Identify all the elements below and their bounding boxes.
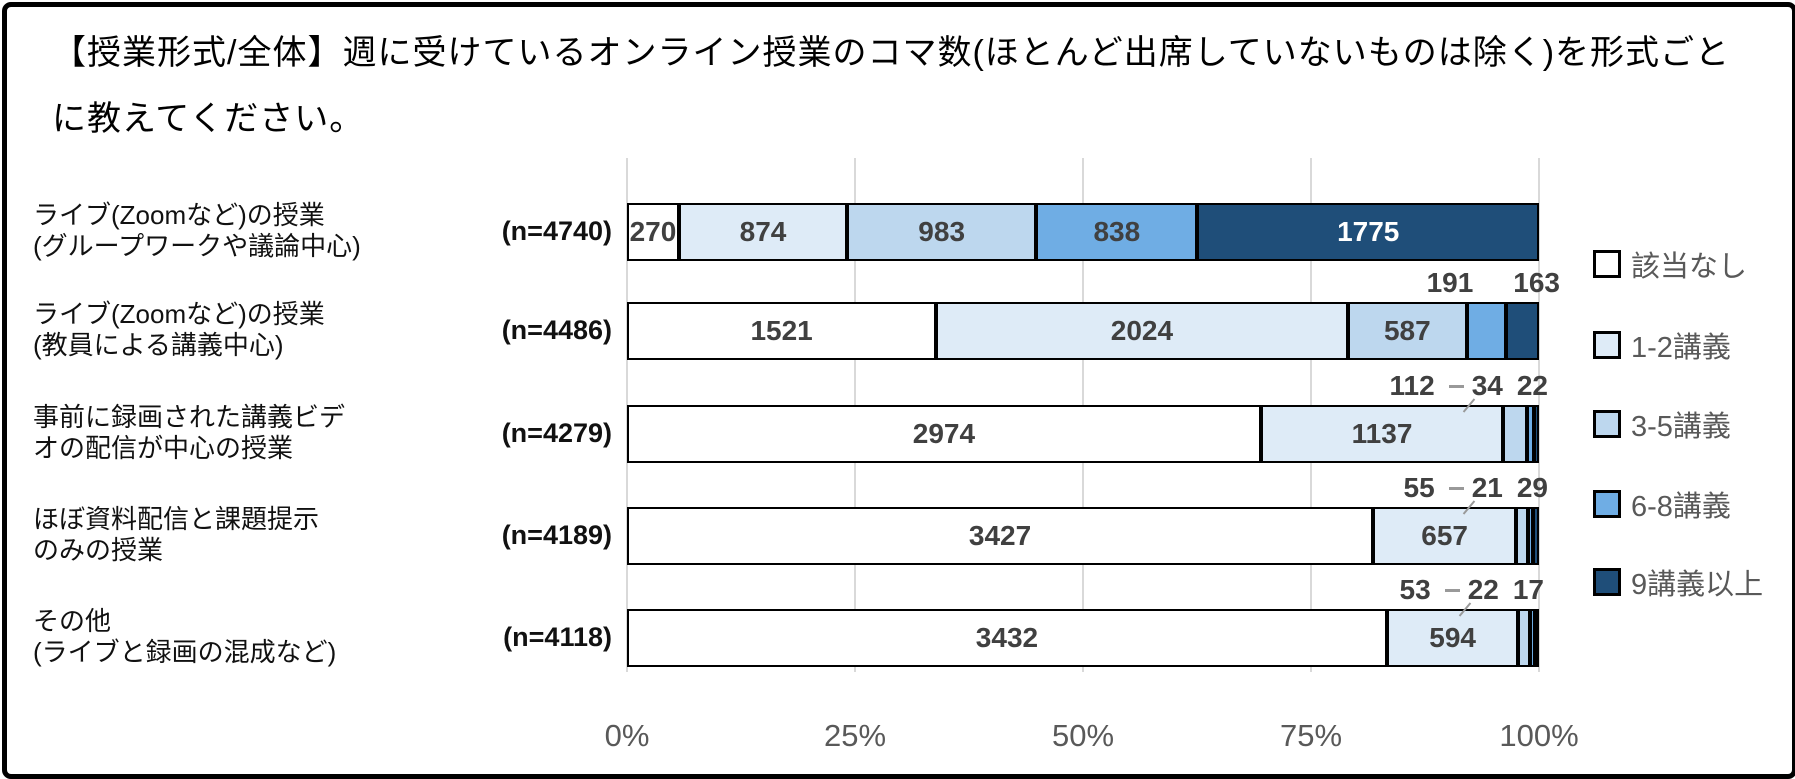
segment-value-label: 191 [1426, 267, 1474, 298]
bar-segment: 3427 [627, 507, 1374, 565]
bar-segment: 594 [1386, 609, 1519, 667]
segment-value-label: 29 [1516, 472, 1548, 503]
segment-value-labels-above: 191 163 [627, 266, 1560, 300]
legend-label: 該当なし [1631, 251, 1748, 283]
legend-swatch [1593, 568, 1621, 596]
label-leader-dash [1448, 486, 1464, 490]
gridline-100% [1538, 158, 1540, 672]
category-label: ライブ(Zoomなど)の授業 (グループワークや議論中心) [33, 200, 361, 262]
bar-segment: 587 [1347, 302, 1467, 360]
legend-item: 6-8講義 [1593, 483, 1731, 525]
bar-segment: 2974 [627, 405, 1261, 463]
bar-segment: 1521 [627, 302, 937, 360]
bar-row: 3432 594 [627, 609, 1539, 667]
segment-value-label: 34 [1471, 370, 1503, 401]
segment-value-label: 17 [1512, 574, 1544, 605]
segment-value-label: 112 [1389, 370, 1435, 401]
category-label-line: オの配信が中心の授業 [33, 433, 294, 463]
bar-segment: 1775 [1197, 203, 1539, 261]
bar-segment [1534, 405, 1539, 463]
x-axis-tick-label: 100% [1499, 718, 1579, 753]
sample-size-label: (n=4740) [501, 216, 612, 246]
sample-size-label: (n=4118) [503, 622, 612, 652]
category-label-line: ライブ(Zoomなど)の授業 [33, 299, 325, 329]
category-label-line: ほぼ資料配信と課題提示 [33, 504, 320, 534]
x-axis-tick-label: 25% [823, 718, 887, 753]
category-label-line: のみの授業 [33, 535, 164, 565]
legend-swatch [1593, 410, 1621, 438]
bar-row: 2974 1137 [627, 405, 1539, 463]
segment-value-label: 55 [1403, 472, 1435, 503]
category-label-line: (グループワークや議論中心) [33, 231, 361, 261]
bar-row: 1521 2024 587 [627, 302, 1539, 360]
bar-segment: 1137 [1260, 405, 1504, 463]
category-label-line: (ライブと録画の混成など) [33, 637, 337, 667]
segment-value-labels-above: 55 21 29 [627, 471, 1548, 515]
category-label-line: ライブ(Zoomなど)の授業 [33, 200, 325, 230]
segment-value-label: 53 [1399, 574, 1431, 605]
segment-value-label: 22 [1516, 370, 1548, 401]
sample-size-label: (n=4189) [501, 520, 612, 550]
legend-label: 3-5講義 [1631, 411, 1731, 443]
bar-segment: 2024 [936, 302, 1348, 360]
legend-swatch [1593, 490, 1621, 518]
chart-title: 【授業形式/全体】週に受けているオンライン授業のコマ数(ほとんど出席していないも… [52, 34, 1731, 138]
bar-segment [1535, 609, 1539, 667]
legend-item: 3-5講義 [1593, 403, 1731, 445]
bar-row: 270 874 983 838 1775 [627, 203, 1539, 261]
legend-swatch [1593, 250, 1621, 278]
category-label: 事前に録画された講義ビデ オの配信が中心の授業 [33, 402, 345, 464]
segment-value-label: 21 [1471, 472, 1503, 503]
legend-item: 9講義以上 [1593, 561, 1763, 603]
sample-size-label: (n=4279) [501, 418, 612, 448]
x-axis-tick-label: 75% [1279, 718, 1343, 753]
legend-item: 該当なし [1593, 243, 1747, 285]
category-label-line: (教員による講義中心) [33, 330, 284, 360]
bar-segment: 874 [678, 203, 848, 261]
bar-segment: 983 [847, 203, 1037, 261]
bar-segment [1505, 302, 1539, 360]
legend-item: 1-2講義 [1593, 324, 1731, 366]
segment-value-label: 22 [1467, 574, 1499, 605]
segment-value-labels-above: 112 34 22 [627, 369, 1548, 413]
bar-segment: 270 [627, 203, 679, 261]
segment-value-label: 163 [1513, 267, 1560, 298]
bar-segment [1516, 507, 1529, 565]
sample-size-label: (n=4486) [501, 315, 612, 345]
label-leader-dash [1444, 588, 1460, 592]
bar-segment: 3432 [627, 609, 1387, 667]
bar-segment: 838 [1036, 203, 1198, 261]
legend-label: 9講義以上 [1631, 569, 1764, 601]
category-label: その他 (ライブと録画の混成など) [33, 606, 336, 668]
bar-segment [1532, 507, 1539, 565]
category-label: ほぼ資料配信と課題提示 のみの授業 [33, 504, 319, 566]
category-label: ライブ(Zoomなど)の授業 (教員による講義中心) [33, 299, 325, 361]
bar-segment [1528, 507, 1533, 565]
legend-label: 1-2講義 [1631, 332, 1731, 364]
bar-segment [1518, 609, 1531, 667]
x-axis-tick-label: 50% [1051, 718, 1115, 753]
bar-row: 3427 657 [627, 507, 1539, 565]
bar-segment: 657 [1373, 507, 1517, 565]
bar-segment [1527, 405, 1535, 463]
legend-swatch [1593, 331, 1621, 359]
bar-segment [1467, 302, 1506, 360]
category-label-line: 事前に録画された講義ビデ [33, 402, 346, 432]
legend-label: 6-8講義 [1631, 491, 1731, 523]
bar-segment [1503, 405, 1528, 463]
x-axis-tick-label: 0% [604, 718, 650, 753]
category-label-line: その他 [33, 606, 112, 636]
segment-value-labels-above: 53 22 17 [627, 573, 1544, 617]
label-leader-dash [1448, 384, 1464, 388]
bar-segment [1530, 609, 1535, 667]
